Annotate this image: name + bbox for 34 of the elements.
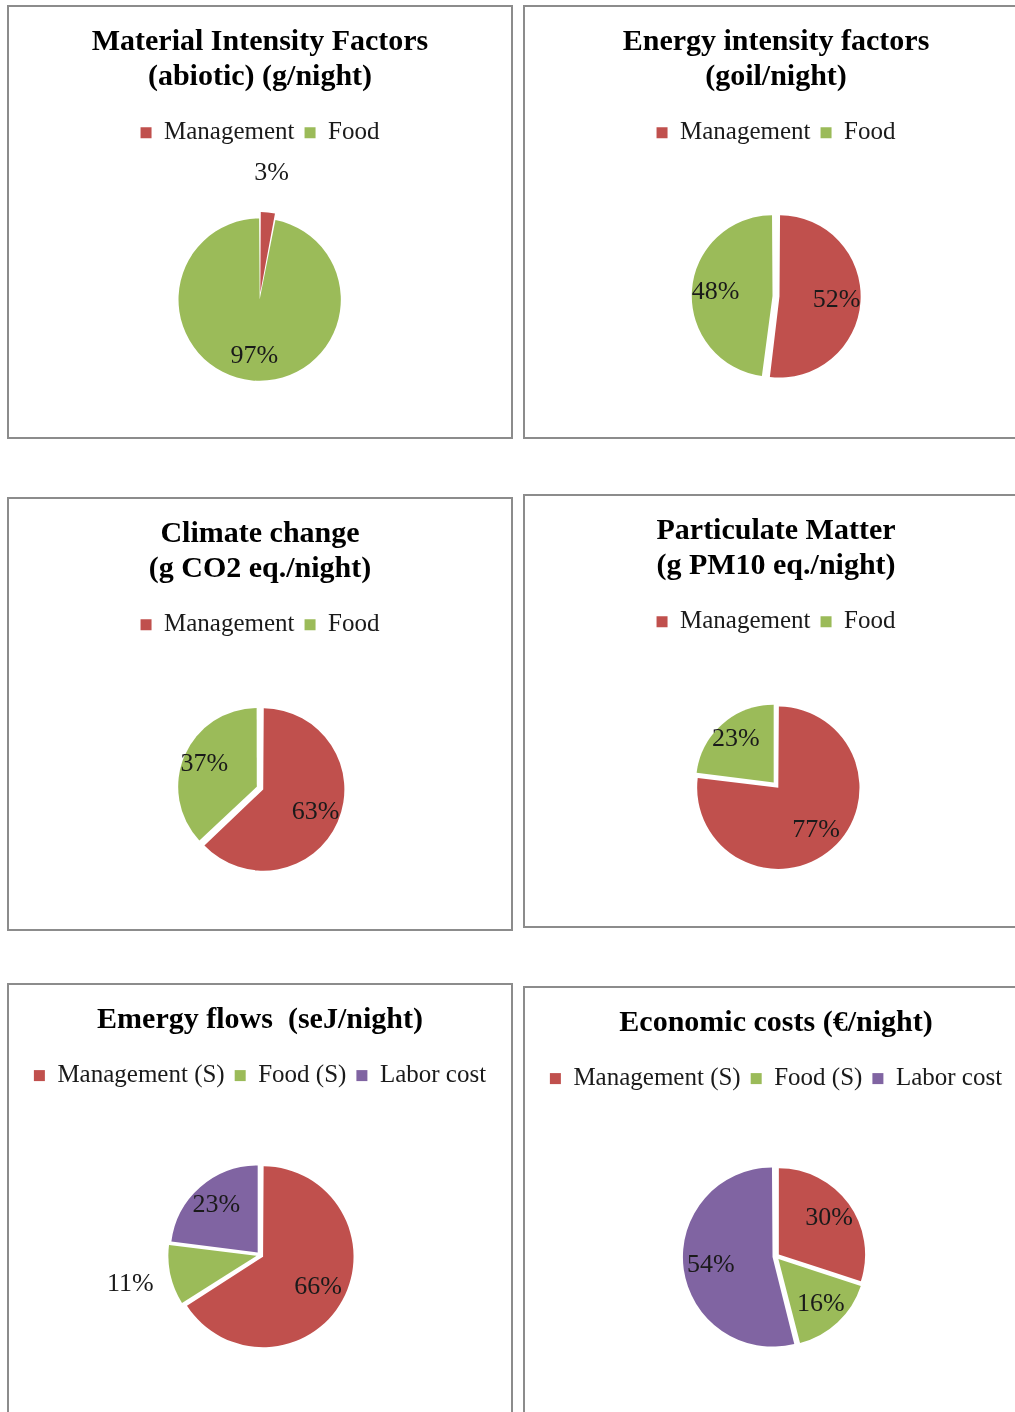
- legend-label: Food (S): [258, 1060, 347, 1089]
- data-label: 52%: [812, 283, 861, 313]
- chart-title: Energy intensity factors (goil/night): [622, 23, 930, 93]
- legend-label: Food: [328, 609, 380, 637]
- data-label: 63%: [291, 795, 340, 825]
- chart-title: Material Intensity Factors (abiotic) (g/night): [91, 23, 429, 93]
- chart-title: Economic costs (€/night): [619, 1004, 933, 1039]
- legend-label: Management: [680, 606, 811, 634]
- legend-label: Management (S): [573, 1063, 741, 1092]
- chart-title: Particulate Matter (g PM10 eq./night): [656, 512, 896, 582]
- data-label: 77%: [792, 814, 840, 844]
- data-label: 37%: [180, 747, 229, 777]
- legend-label: Labor cost: [895, 1063, 1003, 1091]
- chart-title: Emergy flows (seJ/night): [97, 1001, 423, 1036]
- data-label: 11%: [106, 1267, 154, 1297]
- data-label: 48%: [691, 276, 740, 306]
- data-label: 23%: [712, 723, 760, 753]
- data-label: 54%: [687, 1248, 735, 1278]
- legend-label: Labor cost: [379, 1060, 487, 1088]
- legend-label: Management: [164, 609, 295, 637]
- data-label: 3%: [254, 156, 289, 186]
- data-label: 97%: [230, 340, 279, 370]
- legend-label: Food: [844, 606, 896, 634]
- data-label: 23%: [192, 1189, 241, 1219]
- legend-label: Management (S): [57, 1060, 225, 1089]
- legend-label: Food: [328, 117, 380, 145]
- legend-label: Food (S): [774, 1063, 863, 1092]
- data-label: 30%: [805, 1201, 853, 1231]
- legend-label: Management: [164, 117, 295, 145]
- data-label: 16%: [797, 1288, 845, 1318]
- legend-label: Food: [844, 117, 896, 145]
- legend-label: Management: [680, 117, 811, 145]
- chart-title: Climate change (g CO2 eq./night): [148, 515, 372, 585]
- data-label: 66%: [294, 1270, 342, 1300]
